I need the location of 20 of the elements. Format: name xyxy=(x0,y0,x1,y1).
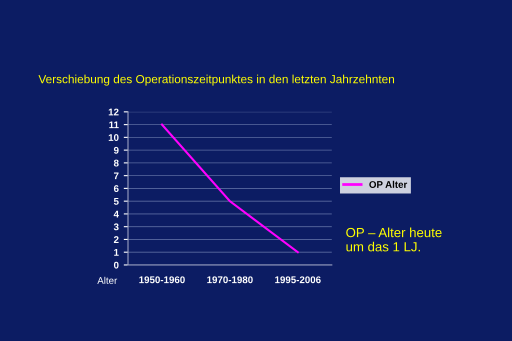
y-tick-label: 5 xyxy=(114,198,119,205)
y-tick-label: 4 xyxy=(114,210,119,218)
x-tick-label: 1995-2006 xyxy=(275,276,321,284)
text: OP – Alter heute um das 1 LJ. xyxy=(346,228,442,252)
y-tick-label: 0 xyxy=(114,262,119,269)
x-tick-label: 1970-1980 xyxy=(207,276,253,284)
y-tick-label: 2 xyxy=(114,236,119,243)
y-tick-label: 12 xyxy=(108,108,119,116)
chart-title: Verschiebung des Operationszeitpunktes in den letzten Jahrzehnten xyxy=(38,74,394,86)
y-tick-label: 8 xyxy=(114,160,119,167)
y-tick-label: 9 xyxy=(114,146,119,154)
y-tick-label: 10 xyxy=(108,134,119,141)
x-axis-title: Alter xyxy=(97,276,118,284)
y-tick-label: 6 xyxy=(114,185,119,192)
y-tick-label: 7 xyxy=(114,172,119,180)
y-tick-label: 1 xyxy=(114,249,119,256)
x-tick-label: 1950-1960 xyxy=(139,276,185,284)
legend-label: OP Alter xyxy=(369,180,408,188)
y-tick-label: 3 xyxy=(114,223,119,230)
y-tick-label: 11 xyxy=(109,121,119,128)
